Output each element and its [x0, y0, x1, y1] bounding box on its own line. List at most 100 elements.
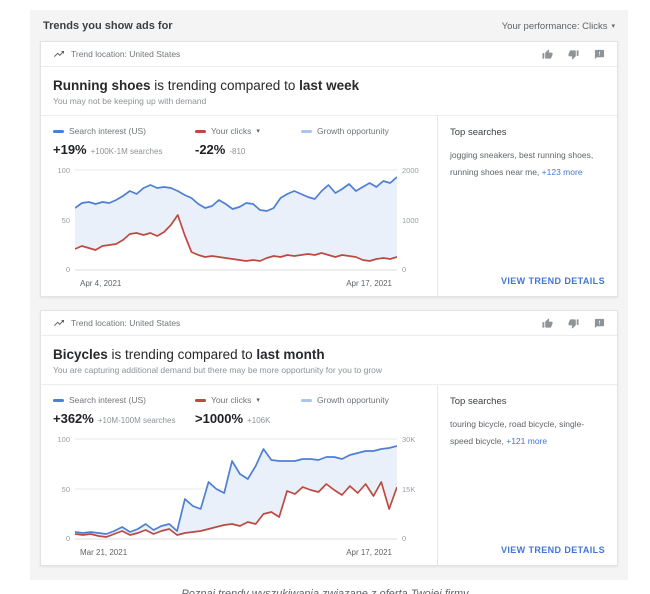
trend-location: Trend location: United States [53, 317, 180, 329]
your-clicks-swatch [195, 398, 206, 402]
trend-title-period: last month [256, 347, 325, 362]
left-axis-tick: 0 [65, 265, 70, 274]
chevron-down-icon: ▾ [611, 22, 615, 30]
chevron-down-icon: ▾ [256, 127, 260, 135]
clicks-stat: -22% -810 [195, 142, 301, 157]
x-axis-start-label: Mar 21, 2021 [80, 548, 128, 557]
x-axis-end-label: Apr 17, 2021 [346, 548, 392, 557]
search-interest-stat: +362% +10M-100M searches [53, 411, 195, 426]
trends-panel: Trends you show ads for Your performance… [30, 10, 628, 580]
chart-stats: +19% +100K-1M searches -22% -810 [53, 142, 425, 157]
trend-location-label: Trend location: United States [71, 318, 181, 328]
card-content: Search interest (US) Your clicks ▾ Growt… [41, 115, 617, 296]
search-interest-change: +19% [53, 142, 87, 157]
search-interest-stat: +19% +100K-1M searches [53, 142, 195, 157]
trend-location: Trend location: United States [53, 48, 180, 60]
search-interest-swatch [53, 129, 64, 133]
top-searches-heading: Top searches [450, 396, 507, 407]
top-searches-panel: Top searches touring bicycle, road bicyc… [437, 385, 617, 565]
clicks-change: >1000% [195, 411, 244, 426]
chart-area: 100 50 0 2000 1000 0 [53, 164, 425, 276]
page-title: Trends you show ads for [43, 20, 173, 32]
trend-title-keyword: Running shoes [53, 78, 151, 93]
trend-location-label: Trend location: United States [71, 49, 181, 59]
right-axis: 30K 15K 0 [397, 433, 425, 545]
trend-subtitle: You may not be keeping up with demand [53, 96, 207, 106]
chart-legend: Search interest (US) Your clicks ▾ Growt… [53, 126, 425, 136]
view-trend-details-button[interactable]: VIEW TREND DETAILS [500, 545, 605, 555]
legend-your-clicks-dropdown[interactable]: Your clicks ▾ [195, 395, 301, 405]
feedback-icons [542, 317, 605, 329]
performance-dropdown-label: Your performance: Clicks [501, 20, 608, 32]
top-searches-list: jogging sneakers, best running shoes, ru… [450, 147, 605, 180]
trending-up-icon [53, 317, 65, 329]
right-axis-tick: 30K [402, 435, 416, 444]
search-interest-detail: +100K-1M searches [90, 147, 163, 156]
search-interest-swatch [53, 398, 64, 402]
trend-title-mid: is trending compared to [150, 78, 300, 93]
trending-up-icon [53, 48, 65, 60]
card-header: Trend location: United States [41, 311, 617, 336]
legend-search-label: Search interest (US) [69, 395, 146, 405]
performance-dropdown[interactable]: Your performance: Clicks ▾ [502, 21, 615, 32]
thumbs-down-button[interactable] [568, 318, 579, 329]
trend-subtitle: You are capturing additional demand but … [53, 365, 383, 375]
right-axis-tick: 1000 [402, 215, 419, 225]
legend-growth-label: Growth opportunity [317, 126, 389, 136]
legend-search-interest: Search interest (US) [53, 395, 195, 405]
legend-clicks-label: Your clicks [211, 126, 252, 136]
clicks-change: -22% [195, 142, 226, 157]
more-searches-link[interactable]: +123 more [541, 166, 583, 177]
clicks-stat: >1000% +106K [195, 411, 301, 426]
view-trend-details-button[interactable]: VIEW TREND DETAILS [500, 276, 605, 286]
left-axis-tick: 100 [57, 435, 70, 444]
trend-title-mid: is trending compared to [107, 347, 257, 362]
feedback-icon[interactable] [594, 318, 605, 329]
growth-opportunity-swatch [301, 398, 312, 402]
left-axis-tick: 50 [61, 484, 70, 494]
search-interest-change: +362% [53, 411, 94, 426]
thumbs-up-button[interactable] [542, 48, 553, 60]
more-searches-link[interactable]: +121 more [506, 435, 548, 446]
x-axis-start-label: Apr 4, 2021 [80, 279, 122, 288]
clicks-detail: +106K [247, 416, 271, 425]
legend-clicks-label: Your clicks [211, 395, 252, 405]
right-axis-tick: 2000 [402, 166, 419, 175]
right-axis-tick: 0 [402, 265, 407, 274]
trend-title: Running shoes is trending compared to la… [41, 67, 617, 96]
chart-section: Search interest (US) Your clicks ▾ Growt… [41, 116, 437, 296]
top-searches-terms: jogging sneakers, best running shoes, ru… [450, 150, 594, 177]
top-searches-terms: touring bicycle, road bicycle, single-sp… [450, 419, 585, 446]
trend-chart [75, 433, 397, 545]
top-searches-panel: Top searches jogging sneakers, best runn… [437, 116, 617, 296]
legend-search-interest: Search interest (US) [53, 126, 195, 136]
chart-area: 100 50 0 30K 15K 0 [53, 433, 425, 545]
trend-title: Bicycles is trending compared to last mo… [41, 336, 617, 365]
legend-growth-label: Growth opportunity [317, 395, 389, 405]
x-axis-labels: Mar 21, 2021 Apr 17, 2021 [80, 548, 392, 557]
panel-header: Trends you show ads for Your performance… [30, 10, 628, 41]
page-caption: Poznaj trendy wyszukiwania związane z of… [181, 588, 469, 594]
trend-title-keyword: Bicycles [53, 347, 108, 362]
trend-chart [75, 164, 397, 276]
left-axis-tick: 100 [57, 166, 70, 175]
trend-card-running-shoes: Trend location: United States Running sh… [40, 41, 618, 297]
x-axis-end-label: Apr 17, 2021 [346, 279, 392, 288]
your-clicks-swatch [195, 129, 206, 133]
x-axis-labels: Apr 4, 2021 Apr 17, 2021 [80, 279, 392, 288]
thumbs-up-button[interactable] [542, 317, 553, 329]
legend-search-label: Search interest (US) [69, 126, 146, 136]
thumbs-down-button[interactable] [568, 49, 579, 60]
card-header: Trend location: United States [41, 42, 617, 67]
trend-title-period: last week [299, 78, 360, 93]
clicks-detail: -810 [229, 147, 246, 156]
chevron-down-icon: ▾ [256, 396, 260, 404]
left-axis-tick: 0 [65, 534, 70, 543]
right-axis-tick: 0 [402, 534, 407, 543]
feedback-icon[interactable] [594, 49, 605, 60]
legend-your-clicks-dropdown[interactable]: Your clicks ▾ [195, 126, 301, 136]
feedback-icons [542, 48, 605, 60]
left-axis: 100 50 0 [53, 433, 75, 545]
top-searches-heading: Top searches [450, 127, 507, 138]
right-axis: 2000 1000 0 [397, 164, 425, 276]
